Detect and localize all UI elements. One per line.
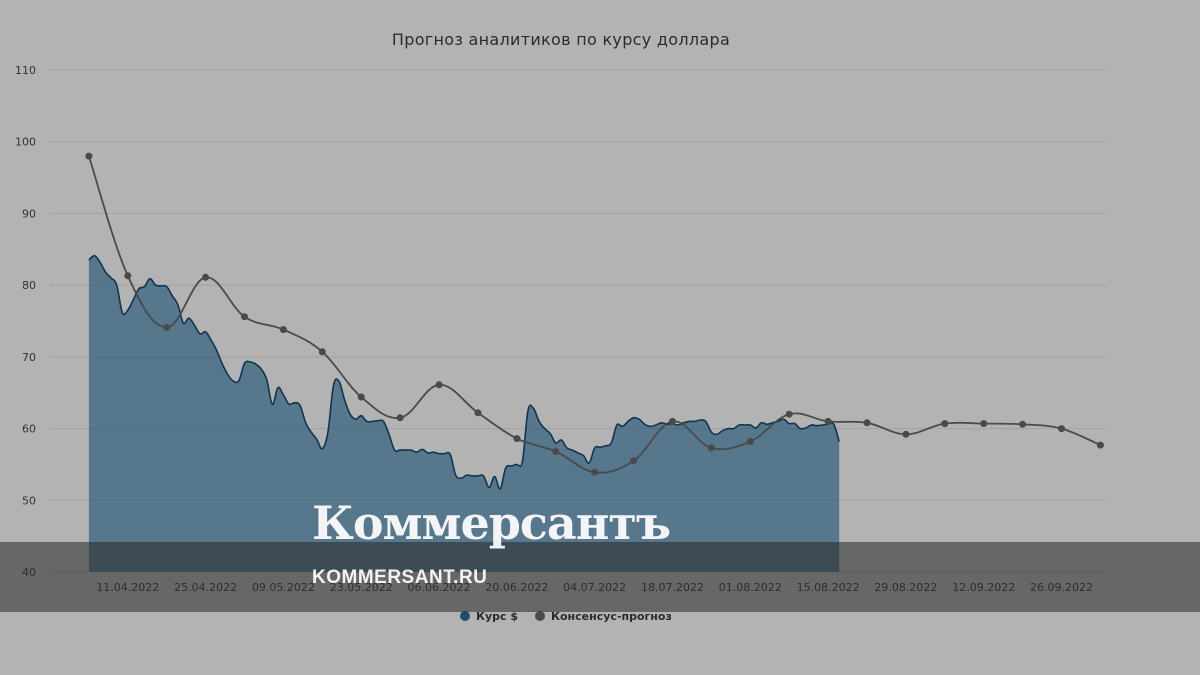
watermark-band xyxy=(0,542,1200,612)
series-usd-rate xyxy=(88,254,840,572)
y-tick-label: 110 xyxy=(15,64,36,77)
consensus-point[interactable] xyxy=(396,414,404,422)
consensus-point[interactable] xyxy=(863,419,871,427)
consensus-point[interactable] xyxy=(202,273,210,281)
consensus-point[interactable] xyxy=(85,152,93,160)
consensus-point[interactable] xyxy=(474,409,482,417)
consensus-point[interactable] xyxy=(1058,425,1065,433)
series-consensus xyxy=(85,152,1104,476)
legend[interactable]: Курс $ Консенсус-прогноз xyxy=(460,610,672,623)
y-tick-label: 50 xyxy=(22,494,36,507)
kommersant-logo: Коммерсантъ xyxy=(312,496,671,550)
consensus-point[interactable] xyxy=(1019,420,1027,428)
kommersant-url: KOMMERSANT.RU xyxy=(312,567,488,588)
chart-title: Прогноз аналитиков по курсу доллара xyxy=(392,30,730,49)
consensus-point[interactable] xyxy=(591,468,599,476)
consensus-point[interactable] xyxy=(513,435,521,443)
consensus-point[interactable] xyxy=(980,420,988,428)
consensus-line xyxy=(88,155,1101,474)
legend-label-usd[interactable]: Курс $ xyxy=(476,610,518,623)
consensus-point[interactable] xyxy=(435,381,443,389)
legend-label-consensus[interactable]: Консенсус-прогноз xyxy=(551,610,672,623)
consensus-point[interactable] xyxy=(785,410,793,418)
consensus-point[interactable] xyxy=(669,417,676,425)
usd-rate-line xyxy=(88,254,840,490)
consensus-point[interactable] xyxy=(824,417,832,425)
y-tick-label: 60 xyxy=(22,423,36,436)
consensus-point[interactable] xyxy=(746,438,754,445)
y-tick-label: 80 xyxy=(22,279,36,292)
consensus-point[interactable] xyxy=(241,313,248,321)
y-tick-label: 100 xyxy=(15,136,36,149)
y-tick-label: 70 xyxy=(22,351,36,364)
consensus-point[interactable] xyxy=(124,272,132,280)
legend-marker-usd[interactable] xyxy=(460,611,470,621)
consensus-point[interactable] xyxy=(318,348,326,356)
usd-rate-area xyxy=(88,255,840,572)
consensus-point[interactable] xyxy=(902,430,910,438)
consensus-point[interactable] xyxy=(552,448,560,455)
consensus-point[interactable] xyxy=(279,326,287,334)
consensus-point[interactable] xyxy=(941,420,949,428)
consensus-point[interactable] xyxy=(357,393,365,401)
y-tick-label: 90 xyxy=(22,207,36,220)
legend-marker-consensus[interactable] xyxy=(535,611,545,621)
consensus-point[interactable] xyxy=(163,324,171,331)
consensus-point[interactable] xyxy=(707,444,715,452)
consensus-point[interactable] xyxy=(1096,441,1104,449)
y-axis-ticks: 405060708090100110 xyxy=(15,64,36,579)
consensus-point[interactable] xyxy=(630,457,638,465)
